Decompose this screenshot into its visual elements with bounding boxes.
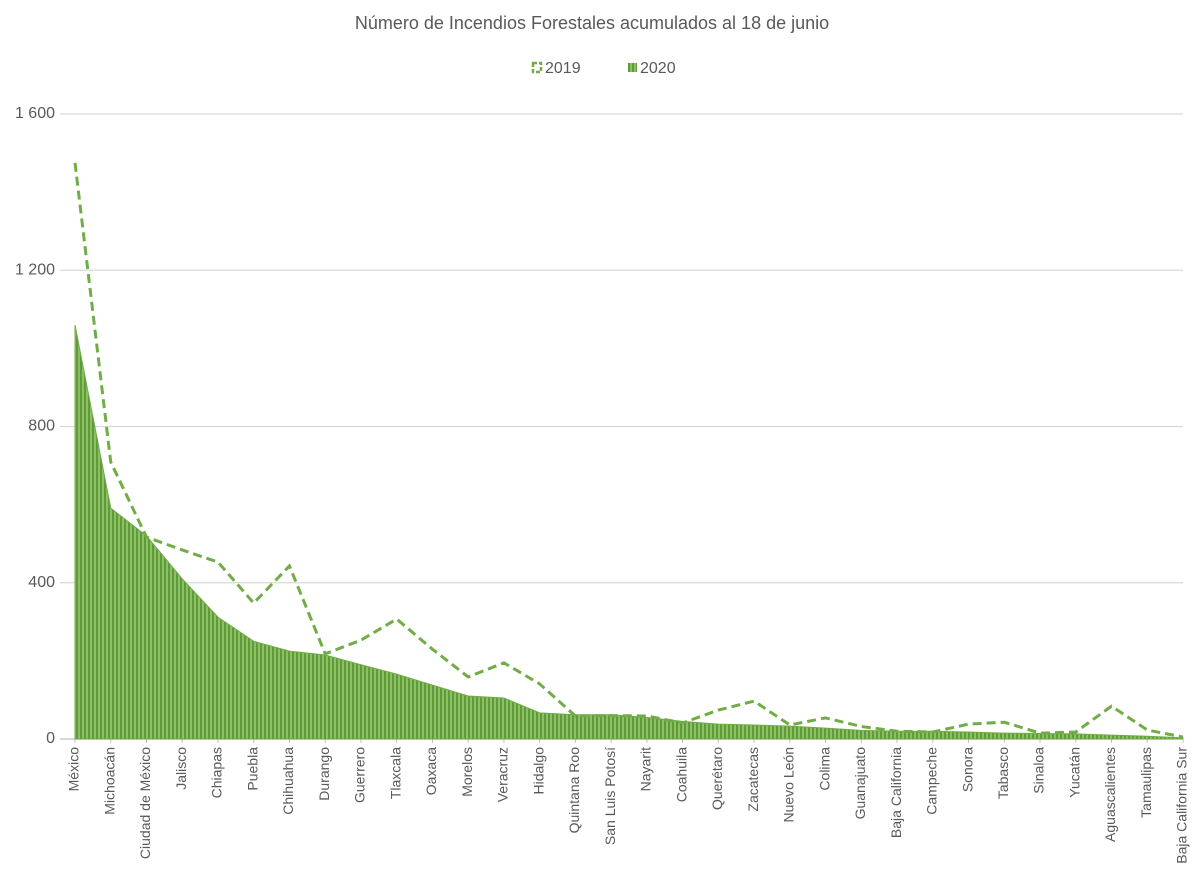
legend-swatch [628, 63, 637, 72]
x-tick-label: Nayarit [638, 747, 654, 791]
y-tick-label: 800 [28, 418, 55, 435]
legend-label: 2020 [640, 60, 676, 77]
x-tick-label: Chihuahua [280, 747, 296, 815]
x-tick-label: Michoacán [101, 747, 117, 815]
x-tick-label: Sonora [959, 747, 975, 792]
y-tick-label: 0 [46, 730, 55, 747]
x-tick-label: Veracruz [495, 747, 511, 802]
x-tick-label: Colima [816, 747, 832, 791]
line [73, 162, 1184, 739]
x-tick-label: Coahuila [673, 747, 689, 802]
x-tick-label: Nuevo León [781, 747, 797, 823]
legend-swatch [531, 61, 543, 74]
area [74, 324, 1184, 740]
x-tick-label: Tabasco [995, 747, 1011, 799]
x-tick-label: Ciudad de México [137, 747, 153, 859]
legend-item: 2020 [628, 60, 676, 77]
x-tick-label: Chiapas [209, 747, 225, 798]
y-tick-label: 1 600 [15, 105, 55, 122]
x-tick-label: Morelos [459, 747, 475, 797]
x-tick-label: Jalisco [173, 747, 189, 790]
y-tick-label: 1 200 [15, 261, 55, 278]
x-tick-label: Yucatán [1066, 747, 1082, 798]
x-tick-label: Querétaro [709, 747, 725, 810]
x-tick-label: Campeche [924, 747, 940, 815]
x-tick-label: Guanajuato [852, 747, 868, 820]
x-tick-label: Zacatecas [745, 747, 761, 812]
x-tick-label: Quintana Roo [566, 747, 582, 834]
x-tick-label: San Luis Potosí [602, 747, 618, 845]
x-tick-label: Puebla [244, 747, 260, 791]
x-tick-label: México [66, 747, 82, 792]
x-tick-label: Sinaloa [1031, 747, 1047, 794]
x-tick-label: Hidalgo [530, 747, 546, 795]
x-tick-label: Tlaxcala [387, 747, 403, 799]
x-tick-label: Aguascalientes [1102, 747, 1118, 842]
x-tick-label: Guerrero [352, 747, 368, 803]
legend-item: 2019 [531, 60, 581, 77]
x-tick-label: Baja California Sur [1174, 747, 1190, 864]
x-tick-label: Baja California [888, 747, 904, 838]
legend-label: 2019 [545, 60, 581, 77]
x-tick-label: Durango [316, 747, 332, 801]
x-tick-label: Tamaulipas [1138, 747, 1154, 818]
chart-title: Número de Incendios Forestales acumulado… [355, 13, 829, 33]
x-tick-label: Oaxaca [423, 747, 439, 795]
y-tick-label: 400 [28, 574, 55, 591]
